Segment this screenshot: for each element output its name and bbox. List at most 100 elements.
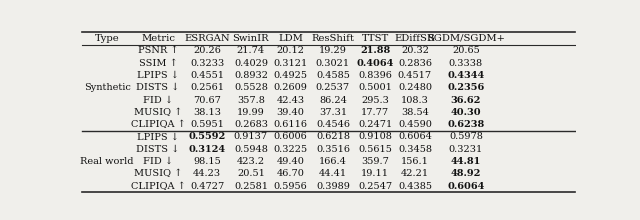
Text: 0.3989: 0.3989	[316, 182, 350, 191]
Text: 0.6116: 0.6116	[273, 120, 308, 129]
Text: 44.23: 44.23	[193, 169, 221, 178]
Text: MUSIQ ↑: MUSIQ ↑	[134, 108, 182, 117]
Text: 0.2471: 0.2471	[358, 120, 392, 129]
Text: 0.5528: 0.5528	[234, 83, 268, 92]
Text: 44.81: 44.81	[451, 157, 481, 166]
Text: 0.2547: 0.2547	[358, 182, 392, 191]
Text: 0.3231: 0.3231	[449, 145, 483, 154]
Text: 38.54: 38.54	[401, 108, 429, 117]
Text: 0.6064: 0.6064	[398, 132, 432, 141]
Text: 0.4385: 0.4385	[398, 182, 432, 191]
Text: FID ↓: FID ↓	[143, 95, 173, 104]
Text: MUSIQ ↑: MUSIQ ↑	[134, 169, 182, 178]
Text: 166.4: 166.4	[319, 157, 347, 166]
Text: 20.65: 20.65	[452, 46, 480, 55]
Text: 38.13: 38.13	[193, 108, 221, 117]
Text: 0.2561: 0.2561	[190, 83, 224, 92]
Text: 0.4551: 0.4551	[190, 71, 224, 80]
Text: 0.8932: 0.8932	[234, 71, 268, 80]
Text: 21.88: 21.88	[360, 46, 390, 55]
Text: 0.5948: 0.5948	[234, 145, 268, 154]
Text: 423.2: 423.2	[237, 157, 265, 166]
Text: 0.2836: 0.2836	[398, 59, 432, 68]
Text: 0.6218: 0.6218	[316, 132, 350, 141]
Text: 0.3338: 0.3338	[449, 59, 483, 68]
Text: 0.5615: 0.5615	[358, 145, 392, 154]
Text: 0.3124: 0.3124	[189, 145, 226, 154]
Text: 48.92: 48.92	[451, 169, 481, 178]
Text: 0.6238: 0.6238	[447, 120, 484, 129]
Text: SGDM/SGDM+: SGDM/SGDM+	[427, 34, 505, 43]
Text: 0.6064: 0.6064	[447, 182, 484, 191]
Text: 70.67: 70.67	[193, 95, 221, 104]
Text: 0.5978: 0.5978	[449, 132, 483, 141]
Text: 0.4517: 0.4517	[398, 71, 432, 80]
Text: LPIPS ↓: LPIPS ↓	[137, 132, 179, 141]
Text: 108.3: 108.3	[401, 95, 429, 104]
Text: 295.3: 295.3	[362, 95, 389, 104]
Text: 98.15: 98.15	[193, 157, 221, 166]
Text: 0.2537: 0.2537	[316, 83, 350, 92]
Text: DISTS ↓: DISTS ↓	[136, 83, 180, 92]
Text: 20.26: 20.26	[193, 46, 221, 55]
Text: Synthetic: Synthetic	[84, 83, 131, 92]
Text: Real world: Real world	[81, 157, 134, 166]
Text: Type: Type	[95, 34, 120, 43]
Text: 0.5001: 0.5001	[358, 83, 392, 92]
Text: 0.5951: 0.5951	[190, 120, 224, 129]
Text: 0.2581: 0.2581	[234, 182, 268, 191]
Text: ResShift: ResShift	[312, 34, 355, 43]
Text: 42.21: 42.21	[401, 169, 429, 178]
Text: 359.7: 359.7	[362, 157, 389, 166]
Text: CLIPIQA ↑: CLIPIQA ↑	[131, 182, 186, 191]
Text: 156.1: 156.1	[401, 157, 429, 166]
Text: SSIM ↑: SSIM ↑	[139, 59, 177, 68]
Text: PSNR ↑: PSNR ↑	[138, 46, 179, 55]
Text: 0.2480: 0.2480	[398, 83, 432, 92]
Text: 0.9137: 0.9137	[234, 132, 268, 141]
Text: 19.99: 19.99	[237, 108, 265, 117]
Text: 0.2683: 0.2683	[234, 120, 268, 129]
Text: 86.24: 86.24	[319, 95, 347, 104]
Text: Metric: Metric	[141, 34, 175, 43]
Text: 20.51: 20.51	[237, 169, 265, 178]
Text: 0.4029: 0.4029	[234, 59, 268, 68]
Text: 0.2609: 0.2609	[274, 83, 307, 92]
Text: LPIPS ↓: LPIPS ↓	[137, 71, 179, 80]
Text: 0.4590: 0.4590	[398, 120, 432, 129]
Text: 42.43: 42.43	[276, 95, 305, 104]
Text: 0.8396: 0.8396	[358, 71, 392, 80]
Text: 0.4546: 0.4546	[316, 120, 350, 129]
Text: 44.41: 44.41	[319, 169, 347, 178]
Text: 37.31: 37.31	[319, 108, 347, 117]
Text: 19.11: 19.11	[362, 169, 389, 178]
Text: CLIPIQA ↑: CLIPIQA ↑	[131, 120, 186, 129]
Text: ESRGAN: ESRGAN	[184, 34, 230, 43]
Text: 0.3516: 0.3516	[316, 145, 350, 154]
Text: DISTS ↓: DISTS ↓	[136, 145, 180, 154]
Text: EDiffSR: EDiffSR	[395, 34, 435, 43]
Text: 46.70: 46.70	[276, 169, 305, 178]
Text: LDM: LDM	[278, 34, 303, 43]
Text: 0.4585: 0.4585	[316, 71, 350, 80]
Text: 0.5592: 0.5592	[188, 132, 226, 141]
Text: 20.32: 20.32	[401, 46, 429, 55]
Text: 0.3233: 0.3233	[190, 59, 224, 68]
Text: 0.3121: 0.3121	[273, 59, 308, 68]
Text: 39.40: 39.40	[276, 108, 305, 117]
Text: FID ↓: FID ↓	[143, 157, 173, 166]
Text: TTST: TTST	[362, 34, 389, 43]
Text: 36.62: 36.62	[451, 95, 481, 104]
Text: 0.4925: 0.4925	[273, 71, 308, 80]
Text: 0.4344: 0.4344	[447, 71, 484, 80]
Text: 0.5956: 0.5956	[274, 182, 307, 191]
Text: 0.3021: 0.3021	[316, 59, 350, 68]
Text: 21.74: 21.74	[237, 46, 265, 55]
Text: SwinIR: SwinIR	[232, 34, 269, 43]
Text: 0.3458: 0.3458	[398, 145, 432, 154]
Text: 40.30: 40.30	[451, 108, 481, 117]
Text: 0.4064: 0.4064	[356, 59, 394, 68]
Text: 49.40: 49.40	[276, 157, 305, 166]
Text: 0.4727: 0.4727	[190, 182, 224, 191]
Text: 0.9108: 0.9108	[358, 132, 392, 141]
